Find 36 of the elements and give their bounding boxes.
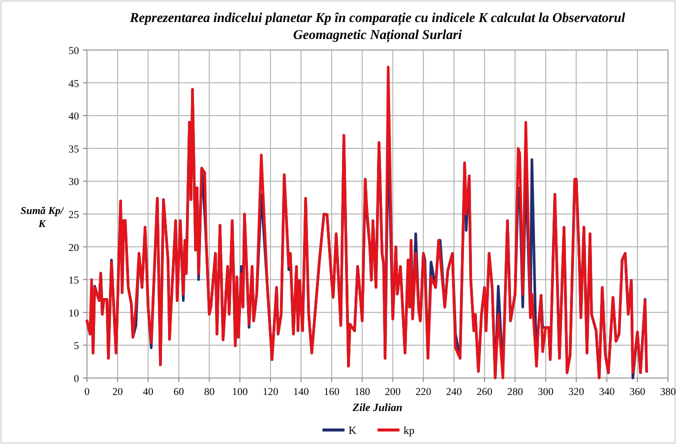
- y-tick-label: 45: [68, 78, 79, 90]
- x-tick-label: 120: [262, 387, 278, 398]
- y-tick-label: 25: [68, 210, 79, 221]
- x-tick-label: 180: [354, 387, 370, 398]
- y-tick-label: 30: [68, 177, 79, 188]
- x-tick-label: 20: [112, 387, 123, 398]
- legend-label: kp: [404, 425, 415, 437]
- y-tick-label: 15: [68, 276, 79, 287]
- x-tick-label: 300: [538, 387, 554, 398]
- legend-label: K: [348, 425, 356, 437]
- x-tick-label: 200: [384, 387, 401, 398]
- x-tick-label: 0: [84, 387, 90, 398]
- x-tick-label: 60: [173, 387, 184, 398]
- x-tick-label: 240: [446, 387, 462, 398]
- y-tick-label: 40: [68, 112, 79, 123]
- y-tick-label: 35: [68, 144, 79, 156]
- y-tick-label: 50: [68, 46, 79, 57]
- x-tick-label: 220: [415, 387, 432, 398]
- x-tick-label: 320: [568, 387, 584, 398]
- x-tick-label: 360: [630, 387, 646, 398]
- x-tick-label: 260: [476, 387, 492, 398]
- x-tick-label: 40: [142, 387, 154, 398]
- x-tick-label: 160: [324, 387, 340, 398]
- y-tick-label: 20: [68, 242, 79, 254]
- x-axis-title: Zile Julian: [352, 402, 402, 414]
- x-tick-label: 340: [598, 387, 615, 398]
- y-axis-title: Sumă Kp/ K: [20, 206, 65, 230]
- x-tick-label: 140: [293, 387, 309, 398]
- y-tick-label: 0: [74, 374, 79, 385]
- y-tick-label: 10: [68, 308, 79, 320]
- x-tick-label: 380: [660, 387, 676, 398]
- x-tick-label: 280: [507, 387, 523, 398]
- x-tick-label: 100: [232, 387, 248, 398]
- chart-title: Reprezentarea indicelui planetar Kp în comparație cu indicele K calculat la Observatorul Geomagnetic Național Surlari: [128, 10, 626, 43]
- x-tick-label: 80: [204, 387, 215, 398]
- y-tick-label: 5: [74, 341, 79, 352]
